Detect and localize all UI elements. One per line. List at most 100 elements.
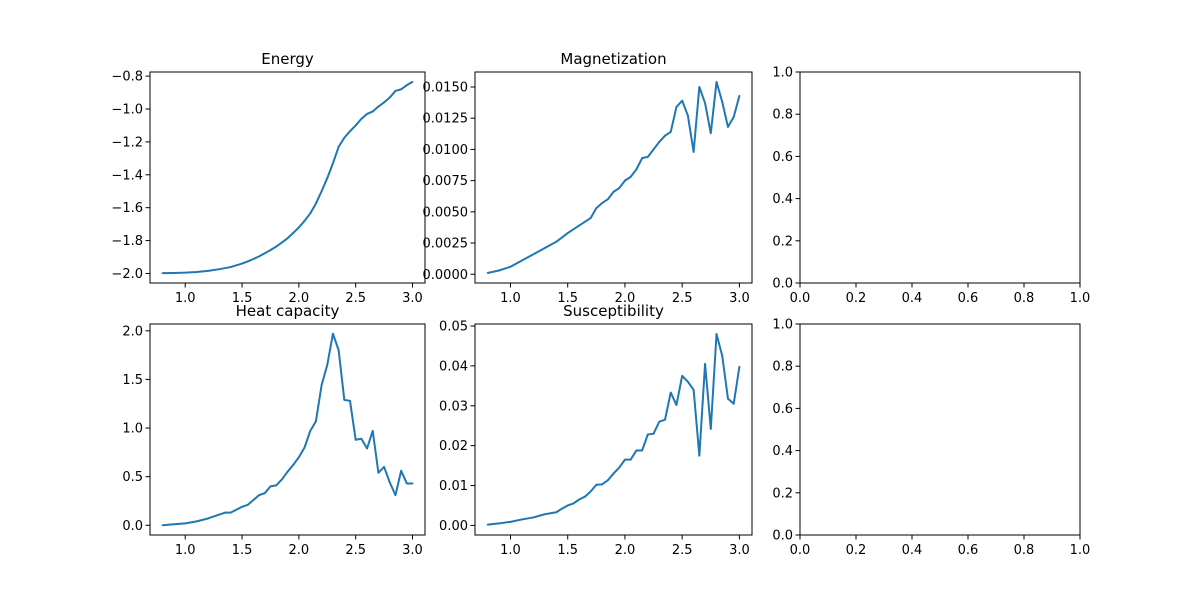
data-point — [543, 513, 546, 516]
data-point — [561, 507, 563, 510]
data-point — [269, 249, 272, 252]
data-point — [583, 495, 586, 498]
data-point — [337, 349, 340, 352]
data-point — [709, 428, 712, 430]
data-point — [612, 472, 615, 475]
data-point — [263, 252, 266, 255]
subplot-title: Susceptibility — [563, 302, 664, 320]
data-point — [184, 522, 187, 525]
data-point — [371, 430, 374, 432]
data-point — [383, 466, 385, 468]
data-point — [411, 482, 414, 485]
x-tick-label: 3.0 — [729, 291, 750, 306]
data-point — [606, 479, 609, 482]
y-tick-label: 0.00 — [439, 519, 468, 534]
x-tick-label: 2.5 — [345, 543, 366, 558]
data-point — [405, 84, 408, 87]
data-point — [675, 106, 678, 108]
x-tick-label: 1.0 — [1070, 291, 1091, 306]
data-point — [709, 132, 712, 135]
data-point — [669, 391, 672, 394]
subplot-6: 0.0 0.2 0.4 0.6 0.8 1.0 0.0 0.2 0.4 0.6 0.8 1.0 — [772, 318, 1090, 559]
data-point — [652, 148, 655, 151]
data-point — [698, 86, 701, 88]
data-point — [241, 505, 243, 508]
y-tick-label: 0.2 — [772, 486, 793, 501]
x-tick-label: 2.0 — [289, 543, 310, 558]
data-point — [229, 511, 232, 514]
y-tick-label: 0.0000 — [423, 268, 469, 283]
y-tick-label: −1.2 — [111, 135, 143, 150]
data-point — [354, 438, 357, 441]
subplot-2: 1.0 1.5 2.0 2.5 3.0 0.0000 0.0025 0.0050 0.0075 0… — [423, 50, 753, 306]
y-tick-label: 0.0 — [122, 519, 143, 534]
data-point — [721, 101, 724, 103]
subplot-1: 1.0 1.5 2.0 2.5 3.0 −2.0 −1.8 −1.6 −1.4 −1.2 −1.0 −… — [111, 50, 426, 306]
data-point — [715, 333, 718, 335]
data-point — [400, 88, 403, 91]
y-tick-label: 0.4 — [772, 192, 793, 207]
data-point — [687, 380, 689, 383]
data-point — [326, 177, 329, 179]
data-point — [635, 168, 638, 171]
data-point — [343, 398, 346, 401]
data-point — [218, 268, 221, 271]
x-tick-label: 1.0 — [500, 291, 521, 306]
y-tick-label: 0.0 — [772, 277, 793, 292]
y-tick-label: 0.0050 — [423, 205, 469, 220]
data-point — [509, 520, 512, 523]
data-point — [727, 397, 729, 400]
data-point — [286, 237, 289, 240]
data-point — [394, 90, 397, 92]
data-point — [280, 241, 283, 244]
data-point — [286, 470, 289, 473]
data-point — [161, 272, 164, 275]
data-point — [303, 446, 306, 449]
data-point — [601, 483, 603, 486]
data-point — [405, 482, 408, 485]
data-point — [371, 110, 374, 113]
data-point — [578, 498, 581, 501]
data-point — [641, 157, 644, 160]
y-tick-label: −2.0 — [111, 267, 143, 282]
y-tick-label: 0.6 — [772, 150, 793, 165]
data-point — [377, 471, 380, 474]
data-point — [509, 265, 512, 268]
data-point — [612, 190, 615, 193]
data-point — [618, 466, 621, 469]
x-tick-label: 0.2 — [846, 543, 867, 558]
y-tick-label: 0.6 — [772, 402, 793, 417]
y-tick-label: 1.0 — [772, 66, 793, 81]
y-tick-label: 0.02 — [439, 439, 468, 454]
y-tick-label: 1.0 — [772, 318, 793, 333]
y-tick-label: 0.0100 — [423, 143, 469, 158]
data-point — [366, 113, 368, 115]
y-tick-label: 0.5 — [122, 470, 143, 485]
y-tick-label: 1.0 — [122, 422, 143, 437]
data-point — [532, 516, 535, 519]
data-point — [303, 219, 306, 222]
data-point — [681, 374, 684, 377]
series-line — [487, 80, 741, 274]
data-point — [275, 245, 278, 248]
data-point — [664, 134, 666, 137]
data-point — [566, 232, 569, 234]
data-point — [646, 433, 649, 436]
data-point — [258, 255, 260, 258]
data-point — [360, 117, 363, 120]
data-point — [566, 504, 569, 507]
data-point — [589, 490, 592, 493]
data-point — [394, 494, 397, 497]
data-point — [172, 523, 175, 526]
data-point — [658, 141, 661, 143]
data-point — [555, 240, 558, 243]
x-tick-label: 1.0 — [1070, 543, 1091, 558]
data-point — [315, 420, 317, 423]
data-point — [349, 399, 351, 402]
x-tick-label: 0.8 — [1014, 543, 1035, 558]
y-tick-label: 0.8 — [772, 108, 793, 123]
y-tick-label: 0.0075 — [423, 174, 469, 189]
x-tick-label: 3.0 — [402, 543, 423, 558]
data-point — [292, 464, 295, 466]
x-tick-label: 2.5 — [672, 291, 693, 306]
